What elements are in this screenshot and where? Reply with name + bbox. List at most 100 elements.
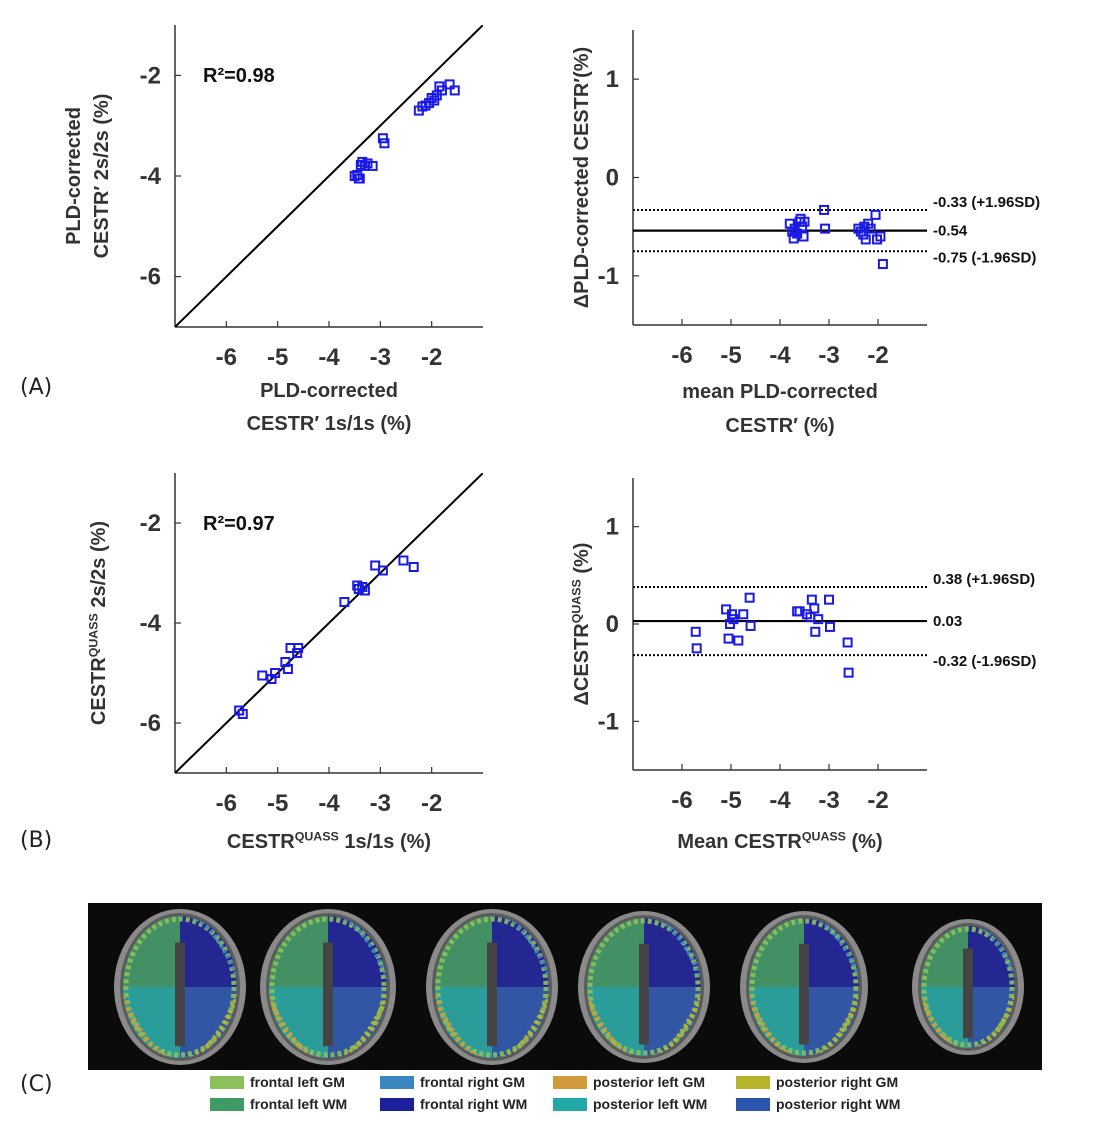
roi-posterior-left-gm — [749, 990, 805, 1056]
roi-frontal-right-gm — [967, 926, 1015, 984]
data-point — [744, 592, 755, 603]
data-point — [354, 173, 365, 184]
x-axis-label: CESTR′ (%) — [725, 415, 834, 437]
data-point — [860, 234, 871, 245]
data-point — [824, 621, 835, 632]
y-tick-label: -1 — [598, 708, 619, 735]
data-point — [877, 259, 888, 270]
data-point — [367, 160, 378, 171]
roi-posterior-left-gm — [269, 989, 329, 1058]
legend-label: frontal left WM — [250, 1096, 348, 1112]
data-point — [820, 223, 831, 234]
data-point — [362, 158, 373, 169]
x-axis-label: CESTR′ 1s/1s (%) — [247, 413, 412, 435]
y-axis-label: CESTRQUASS 2s/2s (%) — [86, 521, 110, 725]
data-point — [436, 85, 447, 96]
y-tick-label: 1 — [606, 66, 619, 93]
legend-item: frontal right WM — [380, 1093, 527, 1115]
r-squared-annotation: R²=0.98 — [203, 65, 275, 87]
legend-swatch — [736, 1097, 770, 1111]
midline — [963, 948, 973, 1039]
legend-item: posterior right GM — [736, 1071, 898, 1093]
legend-label: posterior right GM — [776, 1074, 899, 1090]
legend-swatch — [210, 1075, 244, 1089]
data-point — [865, 223, 876, 234]
data-point — [843, 667, 854, 678]
roi-posterior-right-gm — [803, 990, 859, 1056]
x-tick-label: -6 — [671, 787, 692, 814]
x-tick-label: -3 — [370, 790, 391, 817]
identity-line — [175, 473, 483, 773]
data-point — [819, 204, 830, 215]
x-axis-label: mean PLD-corrected — [682, 381, 878, 403]
chart-A-right: -6 -5 -4 -3 -2 -1 0 1 mean PLD-corrected CESTR′ (… — [571, 30, 1040, 437]
legend-label: frontal right WM — [420, 1096, 528, 1112]
brain-slice — [114, 909, 246, 1065]
data-point — [798, 231, 809, 242]
legend-swatch — [553, 1097, 587, 1111]
data-point — [792, 606, 803, 617]
legend-label: frontal right GM — [420, 1074, 525, 1090]
midline — [487, 942, 497, 1047]
data-point — [424, 98, 435, 109]
data-point — [690, 626, 701, 637]
y-tick-label: -6 — [140, 264, 161, 291]
data-point — [398, 555, 409, 566]
x-axis-label: PLD-corrected — [260, 380, 398, 402]
x-tick-label: -5 — [267, 344, 288, 371]
legend-item: frontal left WM — [210, 1093, 347, 1115]
y-tick-label: -2 — [140, 510, 161, 537]
roi-posterior-right-gm — [967, 990, 1015, 1048]
legend-item: posterior left GM — [553, 1071, 705, 1093]
roi-overlay — [123, 916, 237, 1058]
brain-slice — [740, 911, 868, 1063]
data-point — [379, 138, 390, 149]
x-tick-label: -6 — [216, 790, 237, 817]
roi-legend: frontal left GM frontal left WM frontal … — [210, 1071, 970, 1119]
data-point — [806, 594, 817, 605]
y-tick-label: -4 — [140, 610, 162, 637]
upper-limit-label: 0.38 (+1.96SD) — [933, 571, 1035, 588]
x-axis-label: CESTRQUASS 1s/1s (%) — [227, 829, 431, 853]
roi-gm-rim — [123, 916, 237, 1058]
roi-gm-rim — [435, 916, 549, 1058]
x-tick-label: -5 — [267, 790, 288, 817]
roi-frontal-right-gm — [327, 916, 387, 984]
y-axis-label: ΔPLD-corrected CESTR′(%) — [571, 47, 593, 308]
brain-slices — [114, 909, 1024, 1065]
midline — [175, 942, 185, 1047]
brain-slice — [912, 919, 1024, 1055]
roi-posterior-left-gm — [123, 990, 181, 1058]
x-tick-label: -6 — [671, 342, 692, 369]
x-tick-label: -3 — [818, 787, 839, 814]
data-point — [237, 709, 248, 719]
legend-swatch — [210, 1097, 244, 1111]
data-point — [270, 668, 281, 678]
r-squared-annotation: R²=0.97 — [203, 513, 275, 535]
roi-posterior-left-gm — [587, 989, 645, 1056]
data-point — [257, 670, 268, 681]
data-point — [738, 609, 749, 620]
x-tick-label: -4 — [769, 342, 791, 369]
brain-slice — [578, 911, 710, 1063]
data-point — [431, 90, 442, 101]
legend-swatch — [736, 1075, 770, 1089]
y-tick-label: -4 — [140, 163, 162, 190]
figure-panels-ab: -6 -5 -4 -3 -2 -6 -4 -2 PLD-corrected CESTR′ 1s/1… — [63, 25, 1040, 853]
roi-posterior-left-gm — [921, 990, 969, 1048]
roi-gm-rim — [269, 916, 387, 1058]
panel-label-c: (C) — [20, 1072, 53, 1097]
mean-difference-label: -0.54 — [933, 223, 968, 240]
brain-segmentation-strip — [88, 903, 1042, 1070]
x-tick-label: -4 — [318, 790, 340, 817]
midline — [323, 942, 333, 1047]
legend-swatch — [553, 1075, 587, 1089]
data-point — [813, 614, 824, 625]
legend-label: posterior left WM — [593, 1096, 708, 1112]
data-point — [723, 633, 734, 644]
legend-label: posterior right WM — [776, 1096, 901, 1112]
x-tick-label: -3 — [370, 344, 391, 371]
x-tick-label: -6 — [216, 344, 237, 371]
chart-A-left: -6 -5 -4 -3 -2 -6 -4 -2 PLD-corrected CESTR′ 1s/1… — [63, 25, 483, 435]
data-point — [691, 643, 702, 654]
